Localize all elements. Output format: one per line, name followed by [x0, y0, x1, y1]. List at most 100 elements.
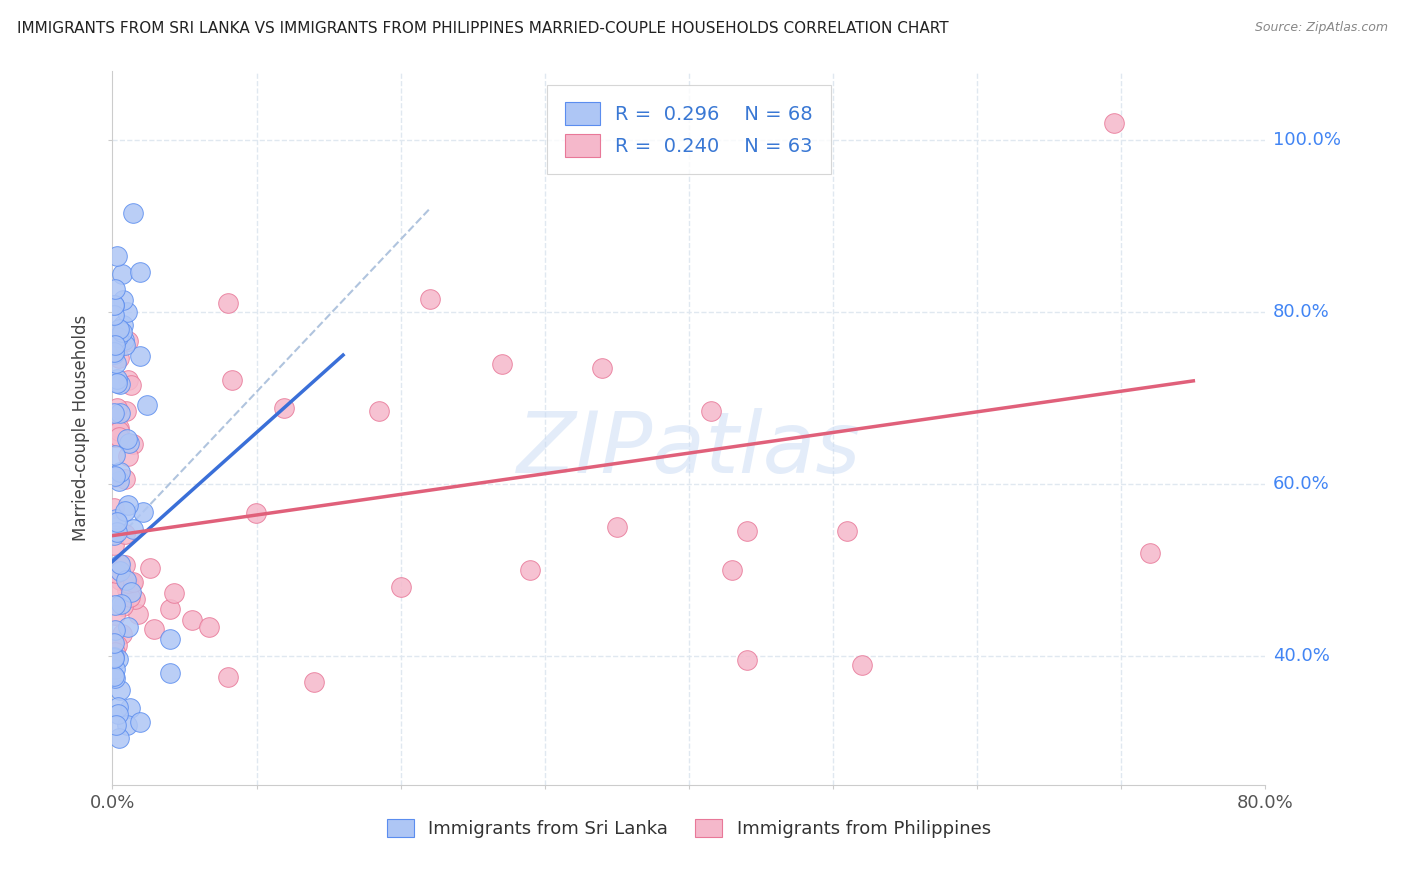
Point — [735, 653, 758, 667]
Point — [837, 524, 859, 539]
Point — [124, 591, 146, 606]
Point — [118, 590, 141, 604]
Point — [104, 608, 127, 623]
Point — [104, 662, 127, 676]
Point — [108, 683, 131, 698]
Point — [107, 652, 129, 666]
Point — [103, 430, 125, 444]
Point — [108, 731, 131, 746]
Point — [159, 666, 181, 681]
Point — [104, 335, 127, 350]
Point — [105, 356, 128, 370]
Point — [107, 525, 129, 540]
Point — [108, 377, 131, 392]
Point — [419, 292, 441, 306]
Point — [103, 308, 125, 322]
Point — [110, 407, 132, 421]
Point — [129, 349, 152, 363]
Point — [1102, 116, 1125, 130]
Point — [592, 361, 614, 376]
Point — [103, 406, 125, 420]
Y-axis label: Married-couple Households: Married-couple Households — [72, 315, 90, 541]
Point — [115, 305, 138, 319]
Point — [159, 602, 181, 616]
Point — [108, 475, 131, 489]
Point — [104, 566, 127, 580]
Point — [121, 206, 143, 220]
Point — [105, 372, 128, 386]
Point — [105, 515, 128, 529]
Point — [110, 564, 132, 578]
Point — [121, 575, 143, 590]
Point — [104, 448, 127, 462]
Point — [103, 650, 125, 665]
Point — [117, 449, 139, 463]
Point — [105, 511, 128, 525]
Point — [107, 322, 129, 336]
Point — [699, 404, 721, 418]
Point — [117, 620, 139, 634]
Point — [273, 401, 295, 415]
Point — [108, 424, 131, 438]
Point — [128, 265, 150, 279]
Point — [107, 329, 129, 343]
Point — [104, 338, 127, 352]
Point — [110, 627, 132, 641]
Point — [129, 714, 152, 729]
Point — [104, 469, 127, 483]
Point — [112, 599, 135, 613]
Point — [103, 669, 125, 683]
Point — [114, 526, 136, 541]
Point — [120, 378, 142, 392]
Point — [105, 376, 128, 391]
Point — [108, 557, 131, 571]
Point — [104, 282, 127, 296]
Text: ZIPatlas: ZIPatlas — [517, 408, 860, 491]
Point — [111, 318, 134, 332]
Point — [519, 563, 541, 577]
Legend: R =  0.296    N = 68, R =  0.240    N = 63: R = 0.296 N = 68, R = 0.240 N = 63 — [547, 85, 831, 174]
Point — [117, 334, 139, 349]
Point — [105, 638, 128, 652]
Point — [606, 520, 628, 534]
Point — [121, 575, 143, 590]
Point — [114, 337, 136, 351]
Point — [103, 500, 125, 515]
Point — [112, 333, 135, 347]
Point — [104, 337, 127, 351]
Point — [120, 585, 142, 599]
Point — [104, 624, 127, 638]
Point — [139, 561, 162, 575]
Point — [103, 650, 125, 665]
Point — [110, 558, 132, 573]
Point — [103, 298, 125, 312]
Point — [111, 326, 134, 340]
Point — [735, 524, 758, 539]
Point — [115, 404, 138, 418]
Point — [118, 435, 141, 450]
Point — [180, 613, 202, 627]
Point — [142, 622, 165, 636]
Point — [104, 671, 127, 685]
Point — [104, 598, 127, 612]
Point — [114, 558, 136, 572]
Point — [491, 357, 513, 371]
Point — [103, 470, 125, 484]
Point — [105, 401, 128, 415]
Point — [112, 293, 135, 307]
Point — [721, 563, 744, 577]
Point — [127, 607, 149, 621]
Text: 80.0%: 80.0% — [1272, 303, 1329, 321]
Point — [103, 528, 125, 542]
Point — [136, 399, 159, 413]
Point — [115, 432, 138, 446]
Point — [107, 351, 129, 365]
Point — [114, 573, 136, 587]
Point — [104, 645, 127, 659]
Point — [108, 430, 131, 444]
Point — [103, 347, 125, 361]
Text: 100.0%: 100.0% — [1272, 131, 1340, 149]
Point — [107, 707, 129, 722]
Point — [118, 700, 141, 714]
Text: 60.0%: 60.0% — [1272, 475, 1329, 493]
